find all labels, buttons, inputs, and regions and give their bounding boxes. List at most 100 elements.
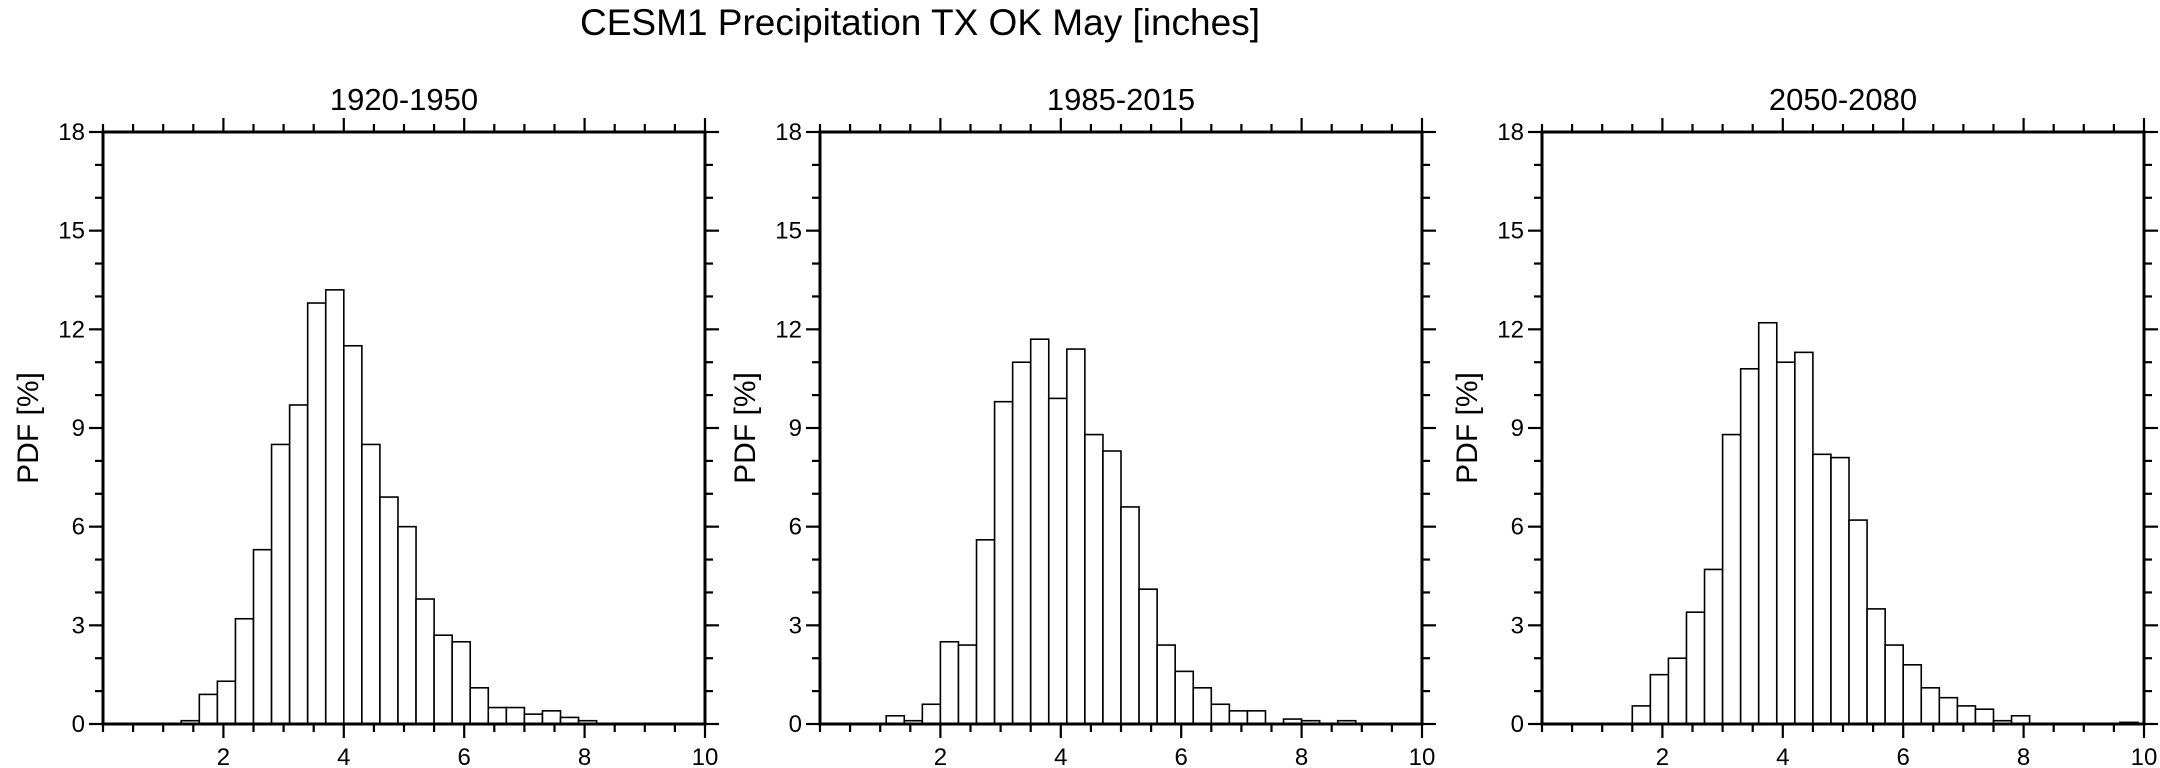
histogram-bar xyxy=(1138,588,1158,725)
histogram-bar xyxy=(234,617,255,725)
histogram-bar xyxy=(1721,433,1742,725)
figure-title: CESM1 Precipitation TX OK May [inches] xyxy=(580,2,1260,43)
y-tick-label: 9 xyxy=(789,415,802,442)
histogram-bar xyxy=(1739,367,1760,725)
panels-group: 0 3 6 9 12 15 18 2 4 6 8 10 1920-1950 PDF [%] 0 3 6 9 12 15… xyxy=(12,82,2158,768)
histogram-bar xyxy=(1974,708,1995,725)
histogram-bar xyxy=(306,302,327,725)
y-tick-label: 9 xyxy=(1511,415,1524,442)
histogram-bar xyxy=(939,640,960,725)
histogram-bar xyxy=(270,443,291,725)
histogram-bar xyxy=(1703,568,1724,725)
y-tick-label: 0 xyxy=(789,711,802,738)
y-tick-label: 3 xyxy=(1511,612,1524,639)
histogram-bar xyxy=(541,710,562,725)
y-tick-label: 18 xyxy=(1497,119,1524,146)
x-tick-label: 10 xyxy=(2131,744,2158,768)
y-tick-label: 18 xyxy=(58,119,85,146)
histogram-bar xyxy=(1757,321,1778,725)
histogram-bar xyxy=(1685,611,1706,725)
y-tick-label: 6 xyxy=(789,514,802,541)
x-tick-label: 6 xyxy=(458,744,471,768)
y-tick-label: 0 xyxy=(72,711,85,738)
histogram-bar xyxy=(1192,687,1213,725)
histogram-bar xyxy=(1938,696,1959,725)
histogram-bar xyxy=(1084,433,1104,725)
histogram-bar xyxy=(252,548,273,725)
y-tick-label: 15 xyxy=(58,218,85,245)
y-tick-label: 15 xyxy=(1497,218,1524,245)
histogram-bar xyxy=(1794,351,1814,725)
histogram-bar xyxy=(975,539,996,725)
histogram-bar xyxy=(1649,673,1670,725)
x-tick-label: 2 xyxy=(934,744,947,768)
panel-1: 0 3 6 9 12 15 18 2 4 6 8 10 1920-1950 PDF [%] xyxy=(12,82,719,768)
panel-subtitle: 1985-2015 xyxy=(1047,82,1195,117)
histogram-bar xyxy=(1120,506,1140,725)
histogram-bar xyxy=(1029,338,1050,725)
histogram-bar xyxy=(1047,397,1068,725)
y-axis-label: PDF [%] xyxy=(1451,372,1484,484)
histogram-bar xyxy=(1866,608,1886,725)
x-tick-label: 4 xyxy=(1054,744,1067,768)
histogram-bar xyxy=(1210,703,1231,725)
x-tick-label: 4 xyxy=(1776,744,1789,768)
histogram-bar xyxy=(1156,644,1176,725)
histogram-bar xyxy=(1956,705,1977,725)
histogram-bar xyxy=(1812,453,1832,725)
histogram-bar xyxy=(433,634,453,725)
y-tick-label: 6 xyxy=(72,514,85,541)
y-tick-label: 15 xyxy=(775,218,802,245)
histogram-bar xyxy=(921,703,942,725)
y-tick-label: 6 xyxy=(1511,514,1524,541)
histogram-bar xyxy=(288,404,309,725)
y-tick-label: 12 xyxy=(775,316,802,343)
x-tick-label: 10 xyxy=(1409,744,1436,768)
histogram-bar xyxy=(1102,450,1122,725)
panel-3: 0 3 6 9 12 15 18 2 4 6 8 10 2050-2080 PDF [%] xyxy=(1451,82,2158,768)
histogram-bar xyxy=(1631,705,1652,725)
y-axis-label: PDF [%] xyxy=(729,372,762,484)
histogram-bar xyxy=(342,344,363,725)
y-tick-label: 12 xyxy=(58,316,85,343)
histogram-bar xyxy=(1011,361,1032,725)
histogram-bar xyxy=(1667,657,1688,725)
panel-2: 0 3 6 9 12 15 18 2 4 6 8 10 1985-2015 PDF [%] xyxy=(729,82,1436,768)
y-tick-label: 0 xyxy=(1511,711,1524,738)
x-tick-label: 2 xyxy=(1656,744,1669,768)
panel-subtitle: 1920-1950 xyxy=(330,82,478,117)
histogram-bar xyxy=(957,644,978,725)
histogram-bar xyxy=(505,706,526,725)
x-tick-label: 2 xyxy=(217,744,230,768)
histogram-bar xyxy=(1066,348,1086,725)
y-axis-label: PDF [%] xyxy=(12,372,45,484)
histogram-bar xyxy=(324,289,345,725)
histogram-bar xyxy=(1848,519,1868,725)
histogram-bar xyxy=(1830,456,1850,725)
histogram-bar xyxy=(451,640,472,725)
x-tick-label: 8 xyxy=(2017,744,2030,768)
histogram-bar xyxy=(1228,710,1249,725)
histogram-bar xyxy=(993,400,1014,725)
y-tick-label: 9 xyxy=(72,415,85,442)
x-tick-label: 8 xyxy=(578,744,591,768)
histogram-bar xyxy=(1775,361,1796,725)
histogram-bar xyxy=(198,693,219,725)
histogram-bar xyxy=(1920,687,1941,725)
x-tick-label: 6 xyxy=(1175,744,1188,768)
x-tick-label: 10 xyxy=(692,744,719,768)
panel-subtitle: 2050-2080 xyxy=(1769,82,1917,117)
x-tick-label: 6 xyxy=(1897,744,1910,768)
y-tick-label: 12 xyxy=(1497,316,1524,343)
x-tick-label: 8 xyxy=(1295,744,1308,768)
y-tick-label: 3 xyxy=(72,612,85,639)
histogram-bar xyxy=(1902,663,1923,725)
histogram-bar xyxy=(379,496,399,725)
histogram-bar xyxy=(1884,644,1905,725)
y-tick-label: 3 xyxy=(789,612,802,639)
histogram-bar xyxy=(397,525,417,725)
histogram-bar xyxy=(361,443,381,725)
histogram-bar xyxy=(1246,710,1267,725)
histogram-bar xyxy=(415,598,435,725)
